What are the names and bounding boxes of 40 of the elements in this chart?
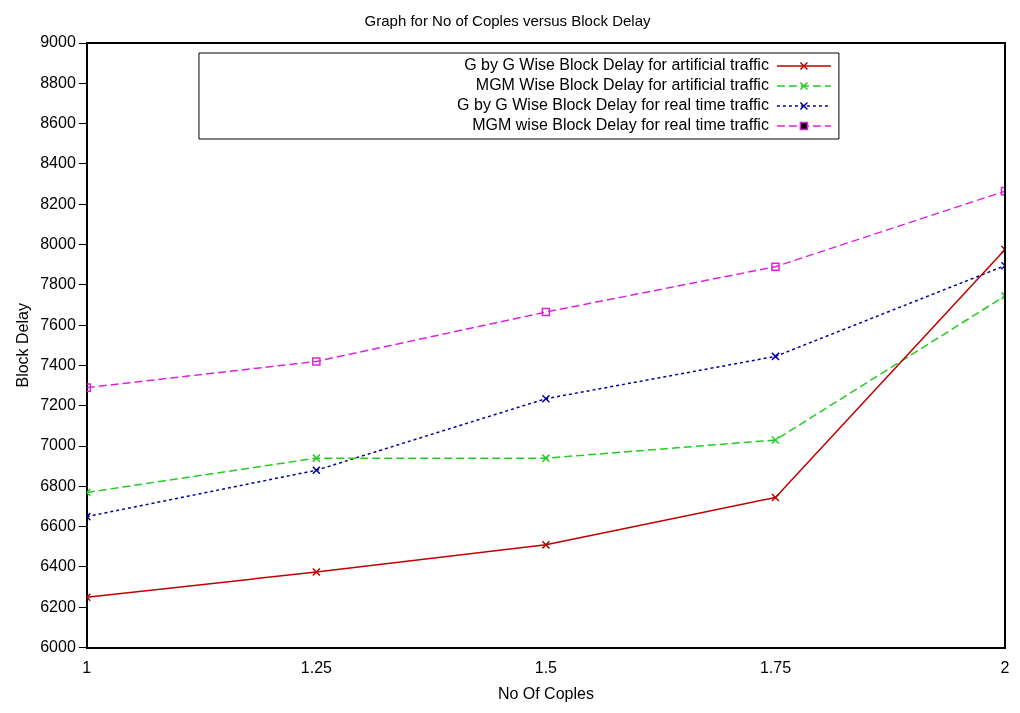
y-tick-label: 8200 [40,194,76,212]
legend-label: G by G Wise Block Delay for real time traffic [457,96,769,114]
point [541,453,551,463]
point [312,357,321,366]
x-tick-label: 1.75 [759,658,792,676]
point [312,453,321,463]
y-axis-title: Block Delay [14,303,32,388]
y-tick-label: 6000 [40,638,76,656]
y-tick-label: 8600 [40,114,76,132]
y-tick-label: 8000 [40,234,76,252]
point [771,493,780,502]
point [771,435,780,445]
point [771,262,780,271]
y-tick-label: 6800 [40,476,76,494]
y-tick-label: 6600 [40,517,76,535]
x-tick-label: 2 [1000,658,1010,676]
point [771,352,780,361]
y-tick-label: 7200 [40,396,76,414]
legend-label: MGM wise Block Delay for real time traffic [472,116,769,134]
chart-title: Graph for No of Coples versus Block Delay [364,12,651,30]
legend-label: MGM Wise Block Delay for artificial traffic [475,76,769,94]
x-tick-label: 1.5 [534,658,558,676]
x-tick-label: 1 [82,658,92,676]
point [312,465,321,475]
y-tick-label: 8800 [40,73,76,91]
y-tick-label: 6200 [40,597,76,615]
x-tick-label: 1.25 [300,658,333,676]
y-tick-label: 7800 [40,275,76,293]
y-tick-label: 8400 [40,154,76,172]
point [541,307,551,317]
y-tick-label: 6400 [40,557,76,575]
y-tick-label: 7600 [40,315,76,333]
point [541,540,551,550]
y-tick-label: 7400 [40,355,76,373]
x-axis-title: No Of Coples [497,684,594,702]
legend-label: G by G Wise Block Delay for artificial traffic [464,56,769,74]
point [312,567,321,577]
point [541,394,551,403]
y-tick-label: 9000 [40,33,76,51]
y-tick-label: 7000 [40,436,76,454]
